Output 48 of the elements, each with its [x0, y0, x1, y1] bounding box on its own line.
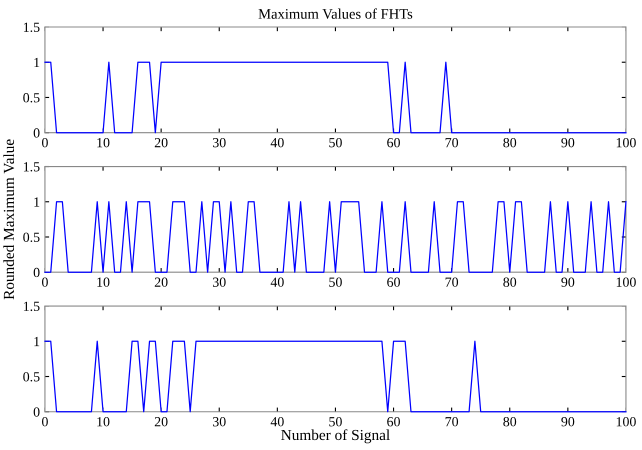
x-tick-label: 90 — [561, 277, 574, 287]
x-tick-label: 80 — [503, 277, 516, 287]
x-tick-label: 20 — [154, 138, 168, 148]
y-tick-label: 0.5 — [23, 372, 40, 382]
y-tick-label: 1 — [34, 197, 40, 207]
y-tick-label: 1 — [34, 58, 40, 68]
x-tick-label: 90 — [561, 417, 574, 426]
x-tick-label: 70 — [446, 417, 458, 426]
x-tick-label: 20 — [154, 277, 168, 287]
x-tick-label: 0 — [42, 138, 48, 148]
x-tick-label: 40 — [270, 277, 284, 287]
x-tick-label: 100 — [616, 277, 636, 287]
x-tick-label: 30 — [212, 417, 226, 426]
x-tick-label: 0 — [42, 417, 48, 426]
x-tick-label: 10 — [97, 417, 110, 426]
y-tick-label: 1.5 — [24, 162, 40, 172]
x-tick-label: 100 — [616, 417, 636, 426]
x-tick-label: 70 — [446, 138, 458, 148]
y-tick-label: 0.5 — [23, 93, 40, 102]
y-tick-label: 0 — [34, 407, 40, 417]
y-axis-title: Rounded Maximum Value — [3, 139, 14, 300]
y-tick-label: 0 — [34, 268, 40, 278]
x-tick-label: 70 — [446, 277, 458, 287]
x-tick-label: 80 — [503, 138, 516, 148]
x-tick-label: 30 — [212, 138, 226, 148]
x-tick-label: 10 — [97, 277, 110, 287]
chart-title: Maximum Values of FHTs — [258, 8, 412, 19]
x-tick-label: 50 — [329, 277, 342, 287]
x-tick-label: 40 — [270, 417, 284, 426]
x-tick-label: 40 — [270, 138, 284, 148]
y-tick-label: 1.5 — [24, 22, 40, 32]
x-tick-label: 60 — [387, 277, 400, 287]
x-tick-label: 10 — [97, 138, 110, 148]
y-tick-label: 0 — [34, 128, 40, 138]
x-tick-label: 80 — [503, 417, 516, 426]
x-tick-label: 90 — [561, 138, 574, 148]
x-axis-title: Number of Signal — [281, 429, 390, 444]
x-tick-label: 60 — [387, 417, 400, 426]
x-tick-label: 0 — [42, 277, 48, 287]
y-tick-label: 0.5 — [23, 232, 40, 242]
x-tick-label: 50 — [329, 138, 342, 148]
x-tick-label: 60 — [387, 138, 400, 148]
x-tick-label: 50 — [329, 417, 342, 426]
x-tick-label: 100 — [616, 138, 636, 148]
x-tick-label: 30 — [212, 277, 226, 287]
x-tick-label: 20 — [154, 417, 168, 426]
y-tick-label: 1.5 — [24, 302, 40, 312]
y-tick-label: 1 — [34, 336, 40, 346]
